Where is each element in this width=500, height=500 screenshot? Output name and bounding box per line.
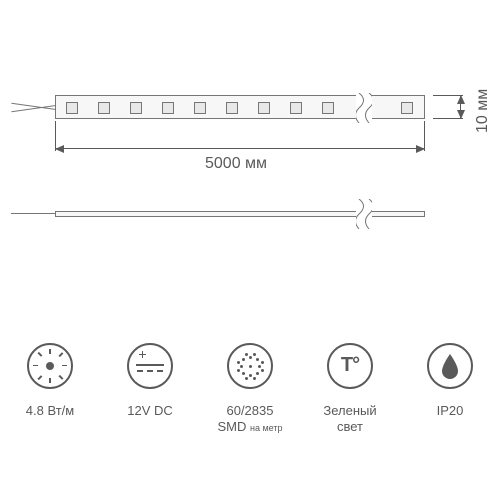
break-symbol-side (356, 199, 372, 229)
dimension-width (460, 95, 461, 119)
spec-smd: 60/2835 SMD на метр (205, 343, 295, 436)
water-drop-icon (427, 343, 473, 389)
brightness-icon (27, 343, 73, 389)
spec-power: 4.8 Вт/м (5, 343, 95, 419)
led-strip-side-view (55, 211, 425, 217)
color-temp-icon: T° (327, 343, 373, 389)
spec-ip-label: IP20 (437, 403, 464, 419)
led-strip-spec-diagram: 10 мм 5000 мм (0, 0, 500, 500)
spec-smd-label: 60/2835 SMD на метр (217, 403, 282, 436)
spec-ip: IP20 (405, 343, 495, 419)
spec-power-label: 4.8 Вт/м (26, 403, 74, 419)
smd-dots-icon (227, 343, 273, 389)
dc-voltage-icon (127, 343, 173, 389)
spec-color-label: Зеленыйсвет (323, 403, 376, 436)
spec-color: T° Зеленыйсвет (305, 343, 395, 436)
dimension-length (55, 148, 425, 149)
break-symbol (356, 93, 372, 123)
lead-wires-top (11, 95, 56, 119)
dimension-width-label: 10 мм (474, 89, 492, 133)
dimension-length-label: 5000 мм (205, 155, 267, 173)
spec-voltage: 12V DC (105, 343, 195, 419)
spec-row: 4.8 Вт/м 12V DC (0, 343, 500, 436)
lead-wire-side (11, 213, 55, 214)
spec-voltage-label: 12V DC (127, 403, 173, 419)
led-strip-top-view (55, 95, 425, 119)
